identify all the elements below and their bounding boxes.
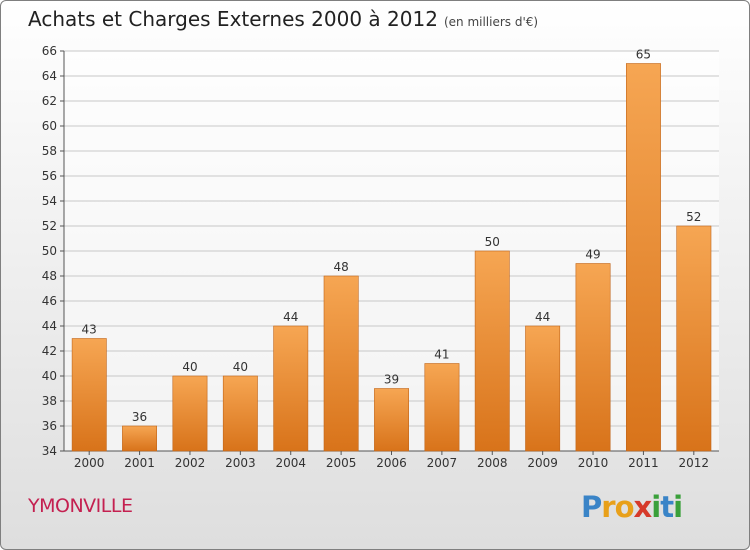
bar-2003 [222, 375, 258, 452]
bar-2010 [575, 263, 611, 452]
y-tick-label: 48 [42, 269, 57, 283]
logo-letter: i [673, 490, 683, 524]
bar-2001 [122, 425, 158, 452]
logo-letter: o [614, 490, 635, 524]
x-tick-label-2008: 2008 [477, 456, 508, 470]
logo-letter: i [651, 490, 661, 524]
proxiti-logo: Proxiti [581, 490, 683, 524]
x-tick-label-2010: 2010 [578, 456, 609, 470]
data-label-2003: 40 [233, 360, 248, 374]
x-tick-label-2000: 2000 [74, 456, 105, 470]
data-label-2009: 44 [535, 310, 550, 324]
y-tick-label: 62 [42, 94, 57, 108]
data-label-2007: 41 [434, 348, 449, 362]
y-tick-label: 54 [42, 194, 57, 208]
logo-letter: P [581, 490, 602, 524]
data-label-2012: 52 [686, 210, 701, 224]
logo-letter: t [660, 490, 674, 524]
data-label-2010: 49 [585, 248, 600, 262]
bar-2002 [172, 375, 208, 452]
y-tick-label: 42 [42, 344, 57, 358]
data-label-2005: 48 [333, 260, 348, 274]
x-tick-label-2012: 2012 [679, 456, 710, 470]
x-tick-label-2007: 2007 [427, 456, 458, 470]
bar-2000 [71, 338, 107, 452]
x-tick-label-2001: 2001 [124, 456, 155, 470]
y-tick-label: 44 [42, 319, 57, 333]
y-tick-label: 64 [42, 69, 57, 83]
y-tick-label: 66 [42, 44, 57, 58]
bar-2008 [474, 250, 510, 452]
logo-letter: r [601, 490, 615, 524]
x-tick-label-2011: 2011 [628, 456, 659, 470]
title-text: Achats et Charges Externes 2000 à 2012 [28, 7, 438, 31]
place-name: YMONVILLE [28, 495, 133, 517]
data-label-2001: 36 [132, 410, 147, 424]
x-tick-label-2002: 2002 [175, 456, 206, 470]
y-tick-label: 36 [42, 419, 57, 433]
x-tick-label-2003: 2003 [225, 456, 256, 470]
y-tick-label: 56 [42, 169, 57, 183]
y-tick-label: 58 [42, 144, 57, 158]
bar-2005 [323, 275, 359, 452]
data-label-2002: 40 [182, 360, 197, 374]
data-label-2011: 65 [636, 48, 651, 62]
y-tick-label: 52 [42, 219, 57, 233]
data-label-2000: 43 [82, 323, 97, 337]
y-tick-label: 50 [42, 244, 57, 258]
bar-2006 [374, 388, 409, 452]
data-label-2008: 50 [485, 235, 500, 249]
x-tick-label-2006: 2006 [376, 456, 407, 470]
bar-2012 [676, 225, 712, 452]
data-label-2006: 39 [384, 373, 399, 387]
data-label-2004: 44 [283, 310, 298, 324]
x-tick-label-2004: 2004 [275, 456, 306, 470]
y-tick-label: 34 [42, 444, 57, 458]
bar-2009 [525, 325, 561, 452]
x-tick-label-2005: 2005 [326, 456, 357, 470]
y-tick-label: 40 [42, 369, 57, 383]
bar-2011 [625, 63, 661, 452]
y-tick-label: 38 [42, 394, 57, 408]
bar-2004 [273, 325, 309, 452]
y-tick-label: 46 [42, 294, 57, 308]
logo-letter: x [633, 490, 653, 524]
bar-2007 [424, 363, 460, 452]
title-unit: (en milliers d'€) [443, 15, 539, 29]
x-tick-label-2009: 2009 [527, 456, 558, 470]
y-tick-label: 60 [42, 119, 57, 133]
chart-title: Achats et Charges Externes 2000 à 2012 (e… [28, 7, 538, 31]
